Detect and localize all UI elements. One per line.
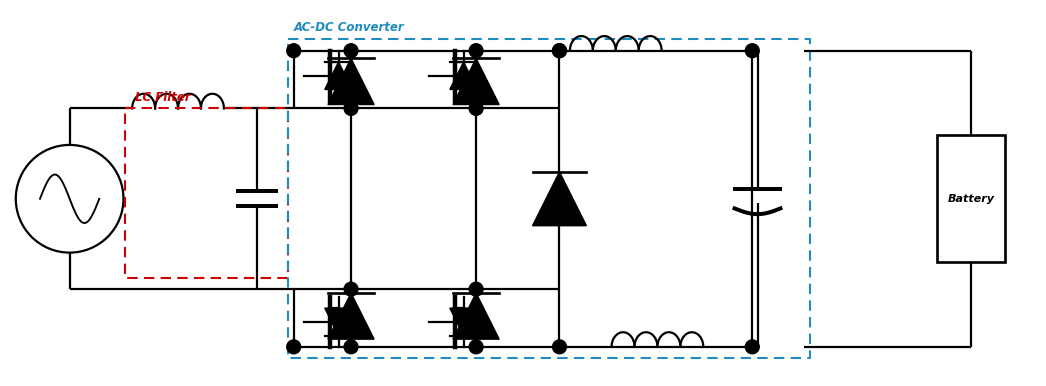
- Polygon shape: [453, 58, 499, 105]
- Circle shape: [344, 282, 358, 296]
- Polygon shape: [450, 62, 477, 90]
- Circle shape: [470, 44, 483, 58]
- Circle shape: [746, 44, 759, 58]
- Circle shape: [287, 340, 300, 354]
- Circle shape: [552, 44, 566, 58]
- Polygon shape: [532, 172, 587, 226]
- Circle shape: [552, 340, 566, 354]
- Circle shape: [470, 340, 483, 354]
- Polygon shape: [328, 58, 374, 105]
- Circle shape: [344, 44, 358, 58]
- Text: AC-DC Converter: AC-DC Converter: [294, 22, 405, 34]
- Circle shape: [344, 340, 358, 354]
- Text: Battery: Battery: [948, 194, 995, 204]
- Circle shape: [287, 44, 300, 58]
- Text: LC Filter: LC Filter: [135, 91, 191, 104]
- Polygon shape: [324, 308, 353, 335]
- Circle shape: [746, 340, 759, 354]
- Circle shape: [470, 282, 483, 296]
- Polygon shape: [328, 293, 374, 339]
- Polygon shape: [450, 308, 477, 335]
- Polygon shape: [324, 62, 353, 90]
- Circle shape: [470, 102, 483, 115]
- Polygon shape: [453, 293, 499, 339]
- Circle shape: [552, 44, 566, 58]
- Circle shape: [344, 102, 358, 115]
- FancyBboxPatch shape: [937, 135, 1005, 262]
